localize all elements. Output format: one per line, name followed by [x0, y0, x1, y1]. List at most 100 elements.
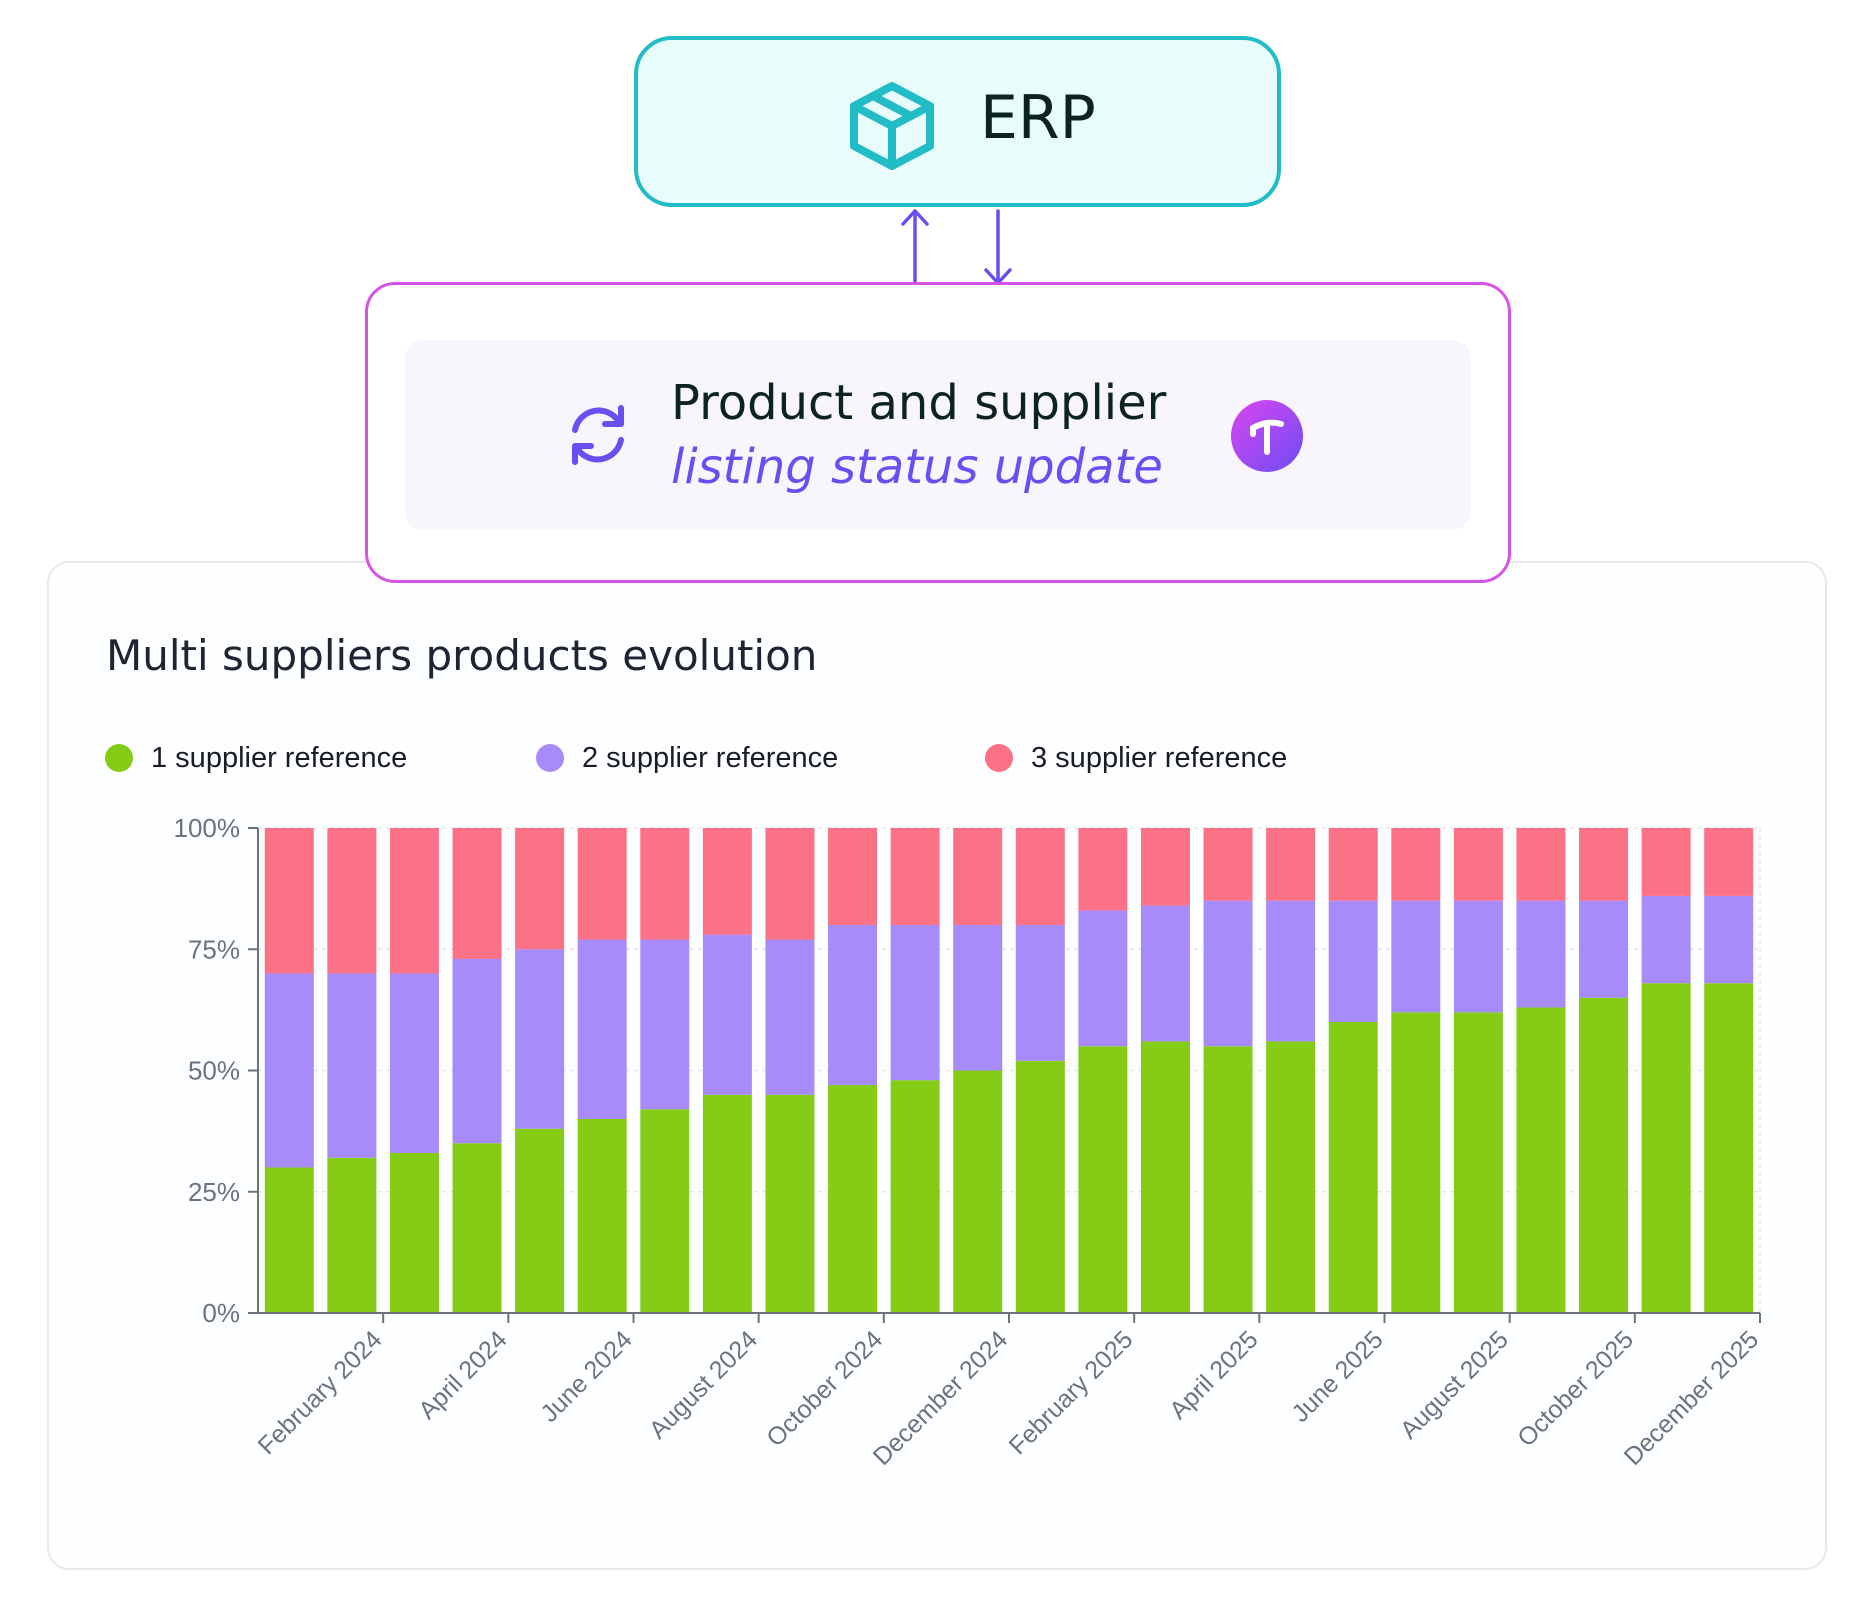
bar-1-20: [1453, 1012, 1503, 1313]
bar-3-1: [264, 828, 314, 974]
bar-3-16: [1203, 828, 1253, 901]
bar-3-12: [953, 828, 1003, 925]
chart-title: Multi suppliers products evolution: [106, 631, 818, 680]
process-inner-panel: Product and supplier listing status upda…: [405, 340, 1471, 530]
bar-2-3: [389, 973, 439, 1153]
bar-1-10: [828, 1085, 878, 1313]
bar-1-6: [577, 1119, 627, 1313]
bar-2-16: [1203, 900, 1253, 1047]
bar-1-22: [1579, 997, 1629, 1313]
bar-2-1: [264, 973, 314, 1168]
bar-3-15: [1140, 828, 1190, 906]
y-tick-label: 50%: [188, 1056, 240, 1086]
bar-3-2: [327, 828, 377, 974]
x-tick-label: June 2025: [1286, 1325, 1388, 1427]
bar-3-3: [389, 828, 439, 974]
bar-3-10: [828, 828, 878, 925]
bar-1-5: [515, 1128, 565, 1313]
bar-2-15: [1140, 905, 1190, 1042]
bar-2-8: [702, 934, 752, 1095]
bar-3-9: [765, 828, 815, 940]
y-tick-label: 75%: [188, 934, 240, 964]
erp-node: ERP: [634, 36, 1281, 207]
bar-1-18: [1328, 1022, 1378, 1313]
bar-2-22: [1579, 900, 1629, 998]
legend-item-series-3[interactable]: 3 supplier reference: [985, 738, 1287, 778]
erp-label: ERP: [980, 83, 1096, 153]
process-node: Product and supplier listing status upda…: [365, 282, 1511, 583]
legend-label-series-2: 2 supplier reference: [582, 741, 839, 774]
bar-3-7: [640, 828, 690, 940]
y-tick-label: 0%: [202, 1298, 240, 1328]
stacked-bar-chart: 0%25%50%75%100%February 2024 April 2024 Ju…: [174, 813, 1765, 1471]
bar-3-11: [890, 828, 940, 925]
x-tick-label: February 2024: [253, 1325, 388, 1460]
bar-2-21: [1516, 900, 1566, 1008]
bar-2-10: [828, 925, 878, 1086]
bar-1-24: [1704, 983, 1754, 1313]
bar-1-16: [1203, 1046, 1253, 1313]
x-tick-label: April 2025: [1164, 1325, 1263, 1424]
x-tick-label: August 2024: [644, 1325, 763, 1444]
bar-1-4: [452, 1143, 502, 1313]
bar-3-21: [1516, 828, 1566, 901]
bar-2-13: [1015, 925, 1065, 1061]
bar-1-11: [890, 1080, 940, 1313]
bar-2-2: [327, 973, 377, 1158]
bar-3-14: [1078, 828, 1128, 911]
bar-3-8: [702, 828, 752, 935]
legend-dot-series-2: [536, 744, 564, 772]
bar-3-17: [1266, 828, 1316, 901]
process-title: Product and supplier: [671, 375, 1167, 431]
bar-1-9: [765, 1094, 815, 1313]
x-tick-label: April 2024: [413, 1325, 512, 1424]
legend-item-series-1[interactable]: 1 supplier reference: [105, 738, 407, 778]
bar-3-19: [1391, 828, 1441, 901]
bar-3-24: [1704, 828, 1754, 896]
y-tick-label: 100%: [174, 813, 241, 843]
bar-1-21: [1516, 1007, 1566, 1313]
legend-label-series-1: 1 supplier reference: [151, 741, 408, 774]
x-tick-label: June 2024: [535, 1325, 637, 1427]
bar-2-14: [1078, 910, 1128, 1047]
bar-1-19: [1391, 1012, 1441, 1313]
bar-2-9: [765, 939, 815, 1095]
x-tick-label: December 2024: [868, 1325, 1014, 1471]
bar-1-15: [1140, 1041, 1190, 1313]
bar-2-18: [1328, 900, 1378, 1022]
bar-3-6: [577, 828, 627, 940]
bar-1-7: [640, 1109, 690, 1313]
bar-2-24: [1704, 895, 1754, 984]
bar-2-7: [640, 939, 690, 1110]
bar-1-12: [953, 1070, 1003, 1313]
bar-2-23: [1641, 895, 1691, 984]
bar-3-5: [515, 828, 565, 950]
chart-card: Multi suppliers products evolution 1 sup…: [47, 561, 1827, 1570]
bar-2-19: [1391, 900, 1441, 1013]
bar-2-11: [890, 925, 940, 1081]
x-tick-label: October 2024: [761, 1325, 888, 1452]
legend-label-series-3: 3 supplier reference: [1031, 741, 1288, 774]
y-tick-label: 25%: [188, 1177, 240, 1207]
bar-1-3: [389, 1152, 439, 1313]
process-subtitle: listing status update: [671, 439, 1163, 495]
bar-1-14: [1078, 1046, 1128, 1313]
bar-2-4: [452, 958, 502, 1144]
package-box-icon: [850, 82, 934, 170]
legend-item-series-2[interactable]: 2 supplier reference: [536, 738, 838, 778]
x-tick-label: February 2025: [1004, 1325, 1139, 1460]
sync-arrows: [901, 209, 1012, 287]
bar-1-13: [1015, 1060, 1065, 1313]
bar-3-20: [1453, 828, 1503, 901]
bar-2-6: [577, 939, 627, 1119]
bar-3-18: [1328, 828, 1378, 901]
bar-2-20: [1453, 900, 1503, 1013]
sync-refresh-icon: [572, 405, 624, 465]
x-tick-label: October 2025: [1512, 1325, 1639, 1452]
bar-2-12: [953, 925, 1003, 1071]
bar-3-13: [1015, 828, 1065, 925]
bar-3-4: [452, 828, 502, 959]
bar-1-8: [702, 1094, 752, 1313]
bar-1-17: [1266, 1041, 1316, 1313]
bar-1-23: [1641, 983, 1691, 1313]
